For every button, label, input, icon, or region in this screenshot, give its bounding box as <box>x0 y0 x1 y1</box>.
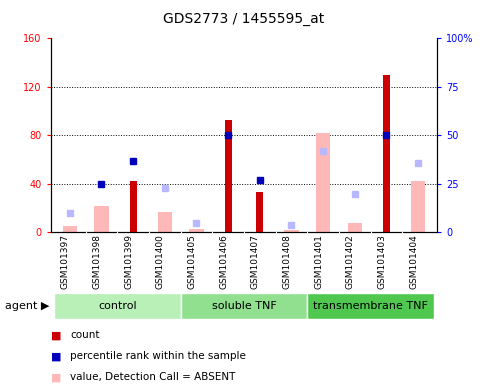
Text: GSM101401: GSM101401 <box>314 234 323 289</box>
Text: agent ▶: agent ▶ <box>5 301 49 311</box>
Text: GSM101405: GSM101405 <box>187 234 197 289</box>
Text: ■: ■ <box>51 372 61 382</box>
Text: transmembrane TNF: transmembrane TNF <box>313 301 428 311</box>
Bar <box>256 192 263 232</box>
Bar <box>348 223 362 232</box>
Bar <box>411 181 425 232</box>
Text: GSM101406: GSM101406 <box>219 234 228 289</box>
Bar <box>316 133 330 232</box>
Bar <box>129 181 137 232</box>
Text: soluble TNF: soluble TNF <box>212 301 276 311</box>
Bar <box>63 226 77 232</box>
Text: GSM101408: GSM101408 <box>283 234 291 289</box>
Text: GSM101399: GSM101399 <box>124 234 133 289</box>
Bar <box>94 206 109 232</box>
Text: GDS2773 / 1455595_at: GDS2773 / 1455595_at <box>163 12 325 25</box>
Text: value, Detection Call = ABSENT: value, Detection Call = ABSENT <box>70 372 235 382</box>
Text: GSM101398: GSM101398 <box>92 234 101 289</box>
Bar <box>225 119 231 232</box>
Bar <box>157 212 172 232</box>
Text: GSM101397: GSM101397 <box>61 234 70 289</box>
Bar <box>284 230 298 232</box>
Text: ■: ■ <box>51 351 61 361</box>
Text: control: control <box>98 301 137 311</box>
Text: ■: ■ <box>51 330 61 340</box>
Bar <box>189 229 203 232</box>
Bar <box>181 293 307 319</box>
Text: GSM101407: GSM101407 <box>251 234 260 289</box>
Text: count: count <box>70 330 99 340</box>
Bar <box>307 293 434 319</box>
Bar <box>383 75 390 232</box>
Text: GSM101403: GSM101403 <box>377 234 386 289</box>
Text: GSM101404: GSM101404 <box>409 234 418 289</box>
Text: GSM101400: GSM101400 <box>156 234 165 289</box>
Bar <box>54 293 181 319</box>
Text: GSM101402: GSM101402 <box>346 234 355 289</box>
Text: percentile rank within the sample: percentile rank within the sample <box>70 351 246 361</box>
